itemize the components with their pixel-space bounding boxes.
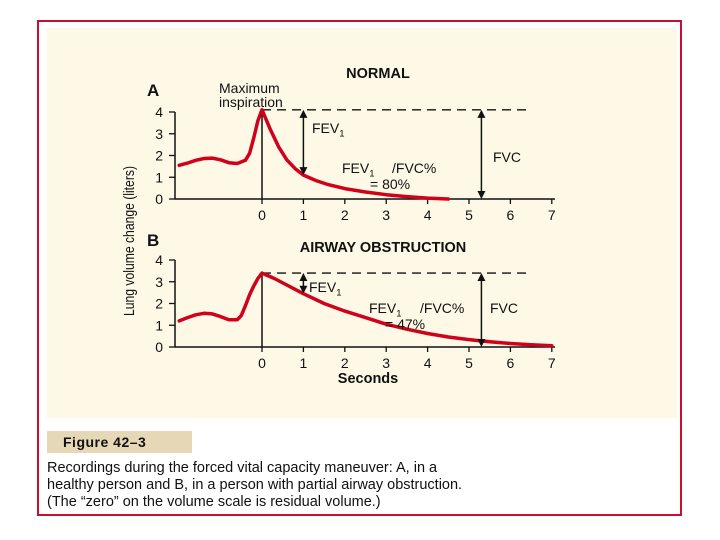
x-tick-label: 5 bbox=[465, 207, 473, 223]
x-tick-label: 3 bbox=[382, 355, 390, 371]
y-axis-label: Lung volume change (liters) bbox=[121, 166, 138, 316]
annotation-fev1: FEV1 bbox=[312, 120, 345, 140]
x-tick-label: 2 bbox=[341, 355, 349, 371]
panel-title: NORMAL bbox=[346, 66, 410, 82]
volume-curve bbox=[177, 108, 451, 201]
x-tick-label: 4 bbox=[424, 207, 432, 223]
panel-letter-b: B bbox=[147, 231, 159, 250]
annotation-fev1: FEV1 bbox=[309, 279, 342, 299]
y-tick-label: 0 bbox=[155, 191, 163, 207]
caption-line-2: healthy person and B, in a person with p… bbox=[47, 477, 463, 493]
annotation-fvc: FVC bbox=[493, 149, 521, 165]
y-tick-label: 1 bbox=[155, 317, 163, 333]
annotation-inspiration: inspiration bbox=[219, 94, 283, 110]
x-tick-label: 2 bbox=[341, 207, 349, 223]
x-tick-label: 4 bbox=[424, 355, 432, 371]
annotation-ratio-suffix: /FVC% bbox=[392, 160, 436, 176]
y-tick-label: 0 bbox=[155, 339, 163, 355]
x-tick-label: 7 bbox=[548, 355, 556, 371]
x-tick-label: 0 bbox=[258, 207, 266, 223]
x-tick-label: 3 bbox=[382, 207, 390, 223]
annotation-ratio-suffix: /FVC% bbox=[420, 300, 464, 316]
x-tick-label: 1 bbox=[300, 207, 308, 223]
y-tick-label: 2 bbox=[155, 296, 163, 312]
x-tick-label: 0 bbox=[258, 355, 266, 371]
x-tick-label: 1 bbox=[300, 355, 308, 371]
panel-b: B AIRWAY OBSTRUCTION 0 1 2 3 4 0 1 2 3 4 5 6 7 Seconds F… bbox=[147, 231, 556, 387]
y-tick-label: 2 bbox=[155, 148, 163, 164]
y-tick-label: 4 bbox=[155, 104, 163, 120]
panel-letter-a: A bbox=[147, 81, 159, 100]
annotation-fvc: FVC bbox=[490, 300, 518, 316]
annotation-ratio: FEV1 bbox=[369, 300, 402, 320]
y-tick-label: 4 bbox=[155, 252, 163, 268]
figure-label: Figure 42–3 bbox=[47, 431, 192, 453]
x-tick-label: 6 bbox=[507, 207, 515, 223]
y-tick-label: 3 bbox=[155, 274, 163, 290]
annotation-ratio-value: = 80% bbox=[370, 176, 410, 192]
x-axis-label: Seconds bbox=[338, 371, 398, 387]
y-tick-label: 3 bbox=[155, 126, 163, 142]
annotation-maximum: Maximum bbox=[219, 80, 280, 96]
caption-line-3: (The “zero” on the volume scale is resid… bbox=[47, 494, 381, 510]
figure-caption: Recordings during the forced vital capac… bbox=[47, 460, 679, 511]
x-tick-label: 6 bbox=[507, 355, 515, 371]
panel-title: AIRWAY OBSTRUCTION bbox=[300, 240, 467, 256]
annotation-ratio: FEV1 bbox=[342, 160, 375, 180]
annotation-ratio-value: = 47% bbox=[385, 316, 425, 332]
volume-curve bbox=[177, 271, 554, 348]
figure-panel bbox=[47, 28, 677, 418]
x-tick-label: 5 bbox=[465, 355, 473, 371]
y-tick-label: 1 bbox=[155, 169, 163, 185]
caption-line-1: Recordings during the forced vital capac… bbox=[47, 460, 438, 476]
x-tick-label: 7 bbox=[548, 207, 556, 223]
